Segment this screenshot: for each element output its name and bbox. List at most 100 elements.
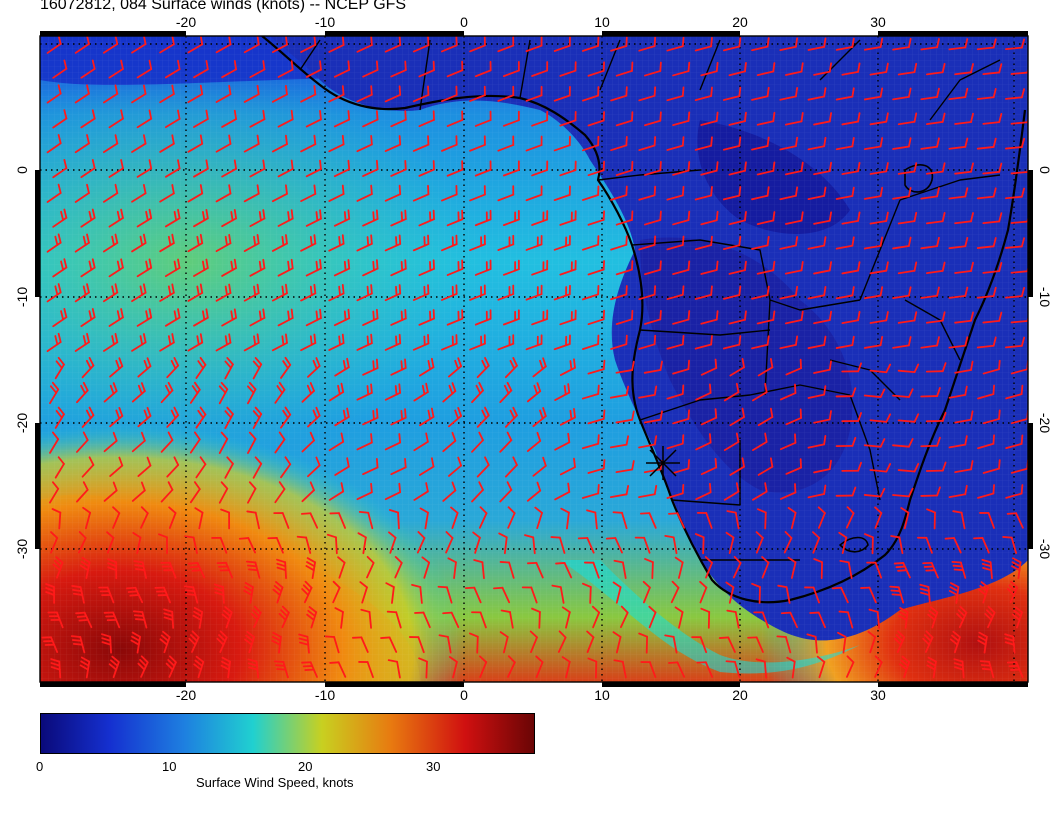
wind-barb-icon: [74, 84, 90, 104]
wind-barb-icon: [638, 385, 658, 399]
wind-barb-icon: [948, 137, 969, 150]
wind-barb-icon: [390, 358, 407, 376]
wind-barb-icon: [187, 333, 204, 352]
wind-barb-icon: [301, 481, 315, 503]
wind-barb-icon: [863, 335, 884, 349]
wind-barb-icon: [948, 237, 969, 250]
wind-barb-icon: [531, 110, 549, 127]
wind-barb-icon: [559, 160, 577, 177]
wind-barb-icon: [168, 506, 177, 529]
wind-barb-icon: [722, 136, 742, 151]
wind-barb-icon: [694, 136, 713, 151]
wind-barb-icon: [973, 537, 990, 554]
wind-barb-icon: [362, 259, 379, 277]
wind-barb-icon: [925, 211, 946, 225]
wind-barb-icon: [1004, 633, 1016, 654]
wind-barb-icon: [694, 186, 713, 201]
wind-barb-icon: [418, 209, 435, 227]
wind-barb-icon: [503, 110, 520, 127]
wind-barb-icon: [666, 384, 685, 400]
wind-barb-icon: [920, 236, 940, 250]
wind-barb-icon: [49, 381, 60, 405]
wind-barb-icon: [954, 212, 974, 225]
wind-barb-icon: [864, 533, 874, 555]
wind-barb-icon: [752, 482, 768, 501]
wind-barb-icon: [280, 406, 292, 429]
wind-barb-icon: [835, 387, 857, 398]
wind-barb-icon: [982, 261, 1003, 274]
wind-barb-icon: [525, 85, 543, 102]
wind-barb-icon: [863, 487, 886, 498]
wind-barb-icon: [925, 261, 946, 274]
wind-barb-icon: [863, 137, 884, 151]
wind-barb-icon: [271, 85, 288, 103]
wind-barb-icon: [476, 406, 490, 428]
wind-barb-icon: [469, 234, 486, 252]
wind-barb-icon: [334, 457, 350, 476]
wind-barb-icon: [385, 582, 395, 604]
left-lat-labels: 0 -10 -20 -30: [14, 166, 30, 559]
wind-barb-icon: [553, 235, 571, 251]
wind-barb-icon: [620, 605, 629, 629]
wind-barb-icon: [305, 557, 316, 580]
wind-barb-icon: [532, 357, 547, 378]
wind-barb-icon: [221, 159, 237, 178]
wind-barb-icon: [360, 608, 372, 629]
wind-barb-icon: [384, 184, 402, 202]
wind-barb-icon: [553, 135, 571, 152]
wind-barb-icon: [863, 37, 884, 51]
wind-barb-icon: [644, 61, 662, 77]
wind-barb-icon: [224, 357, 234, 380]
wind-barb-icon: [159, 333, 175, 352]
wind-barb-icon: [130, 631, 141, 654]
wind-barb-icon: [587, 309, 605, 326]
wind-barb-icon: [107, 558, 118, 580]
wind-barb-icon: [1005, 237, 1025, 249]
wind-barb-icon: [1005, 434, 1024, 450]
wind-barb-icon: [79, 556, 91, 579]
wind-barb-icon: [869, 112, 889, 126]
wind-barb-icon: [384, 234, 402, 252]
wind-barb-icon: [644, 111, 662, 127]
wind-barb-icon: [218, 431, 229, 454]
wind-barb-icon: [471, 431, 484, 453]
wind-barb-icon: [306, 606, 318, 629]
wind-barb-icon: [446, 160, 464, 177]
wind-barb-icon: [892, 336, 912, 349]
wind-barb-icon: [674, 556, 684, 579]
wind-barb-icon: [841, 362, 863, 373]
wind-barb-icon: [783, 531, 793, 554]
wind-barb-icon: [892, 236, 912, 250]
wind-barb-icon: [187, 134, 204, 153]
wind-barb-icon: [869, 162, 889, 175]
wind-barb-icon: [298, 633, 310, 654]
wind-barb-icon: [328, 85, 345, 103]
wind-barb-icon: [609, 435, 630, 449]
wind-barb-icon: [777, 584, 791, 604]
wind-barb-icon: [696, 661, 714, 678]
wind-barb-icon: [166, 406, 180, 428]
wind-barb-icon: [784, 260, 804, 275]
wind-barb-icon: [640, 661, 657, 679]
wind-barb-icon: [916, 536, 933, 554]
wind-barb-icon: [837, 631, 847, 654]
wind-barb-icon: [137, 655, 149, 678]
wind-barb-icon: [554, 482, 571, 501]
wind-barb-icon: [779, 186, 799, 201]
wind-barb-icon: [215, 283, 232, 302]
wind-barb-icon: [249, 258, 266, 277]
wind-barb-icon: [274, 381, 286, 404]
wind-barb-icon: [476, 456, 490, 478]
wind-barb-icon: [46, 332, 62, 353]
wind-barb-icon: [160, 561, 177, 579]
wind-barb-icon: [866, 561, 883, 579]
wind-barb-icon: [869, 211, 889, 225]
wind-barb-icon: [193, 258, 209, 277]
wind-barb-icon: [136, 159, 153, 178]
wind-barb-icon: [952, 510, 966, 530]
wind-barb-icon: [757, 508, 767, 530]
wind-barb-icon: [126, 586, 144, 604]
wind-barb-icon: [193, 109, 209, 128]
wind-barb-icon: [307, 456, 321, 478]
wind-barb-icon: [164, 109, 181, 129]
